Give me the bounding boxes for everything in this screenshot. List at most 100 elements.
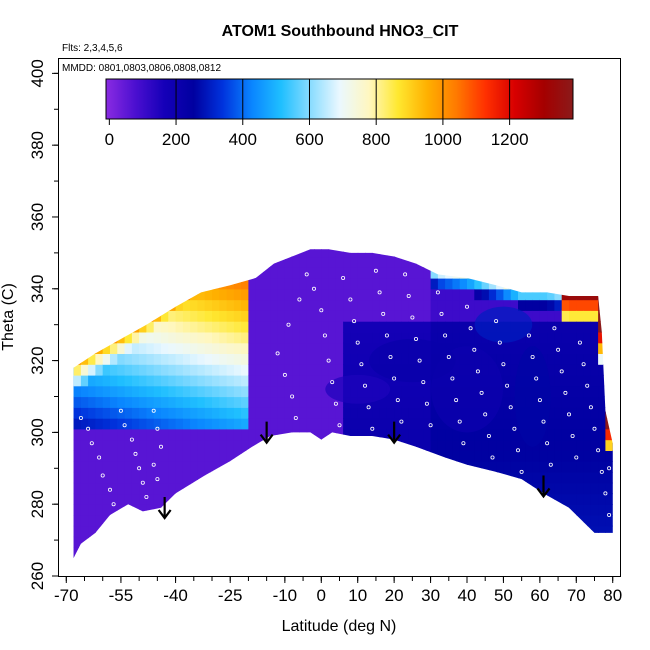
- x-tick-label: -25: [218, 586, 243, 605]
- field-cell: [423, 288, 432, 301]
- field-cell: [110, 558, 118, 559]
- field-cell: [452, 493, 461, 505]
- field-cell: [503, 547, 512, 559]
- field-cell: [598, 428, 606, 441]
- field-cell: [474, 493, 483, 505]
- field-cell: [175, 461, 184, 473]
- field-cell: [80, 278, 89, 290]
- field-cell: [102, 299, 111, 311]
- field-cell: [401, 439, 410, 451]
- field-cell: [117, 493, 126, 505]
- field-cell: [372, 342, 381, 354]
- field-cell: [131, 428, 140, 441]
- field-cell: [73, 310, 75, 322]
- sample-point: [399, 419, 404, 424]
- field-cell: [379, 504, 388, 516]
- field-cell: [408, 461, 417, 473]
- field-cell: [343, 471, 351, 484]
- field-cell: [576, 256, 585, 268]
- x-tick-label: 0: [317, 586, 326, 605]
- field-cell: [321, 547, 330, 559]
- field-cell: [386, 374, 395, 387]
- field-cell: [197, 428, 206, 441]
- field-cell: [532, 493, 541, 505]
- field-cell: [204, 493, 213, 505]
- field-cell: [263, 353, 271, 365]
- sample-point: [592, 426, 597, 431]
- field-cell: [459, 331, 468, 344]
- field-cell: [248, 536, 257, 548]
- field-cell: [197, 310, 206, 322]
- field-cell: [423, 439, 432, 451]
- field-cell: [510, 342, 519, 354]
- field-cell: [175, 385, 184, 398]
- field-cell: [117, 558, 126, 559]
- field-cell: [321, 504, 330, 516]
- field-cell: [95, 471, 104, 484]
- field-cell: [73, 342, 75, 354]
- field-cell: [88, 331, 96, 344]
- field-cell: [365, 558, 373, 559]
- field-cell: [474, 439, 483, 451]
- field-cell: [146, 331, 155, 344]
- field-cell: [357, 364, 366, 376]
- field-cell: [117, 482, 126, 495]
- field-cell: [525, 256, 534, 268]
- field-cell: [408, 288, 417, 301]
- field-cell: [182, 504, 191, 516]
- field-cell: [95, 256, 104, 268]
- field-cell: [161, 536, 169, 548]
- field-cell: [416, 461, 424, 473]
- field-cell: [605, 256, 613, 268]
- field-cell: [153, 331, 162, 344]
- field-cell: [270, 267, 279, 279]
- field-cell: [401, 547, 410, 559]
- field-cell: [350, 482, 359, 495]
- field-cell: [343, 321, 351, 333]
- field-cell: [328, 525, 337, 538]
- field-cell: [139, 493, 147, 505]
- field-cell: [532, 525, 541, 538]
- field-cell: [547, 504, 555, 516]
- field-cell: [212, 310, 220, 322]
- field-cell: [335, 450, 344, 462]
- field-cell: [306, 515, 315, 527]
- colorbar-tick-label: 600: [295, 130, 323, 149]
- sample-point: [290, 394, 295, 399]
- field-cell: [569, 353, 577, 365]
- field-cell: [212, 396, 220, 408]
- field-cell: [445, 482, 453, 495]
- field-cell: [525, 515, 534, 527]
- field-cell: [482, 235, 490, 246]
- field-cell: [146, 278, 155, 290]
- dates-label: MMDD: 0801,0803,0806,0808,0812: [62, 63, 221, 74]
- field-cell: [474, 331, 483, 344]
- field-cell: [343, 428, 351, 441]
- field-cell: [612, 374, 613, 387]
- field-cell: [314, 256, 322, 268]
- field-cell: [569, 310, 577, 322]
- field-cell: [561, 310, 570, 322]
- field-cell: [146, 374, 155, 387]
- field-cell: [73, 525, 82, 538]
- field-cell: [561, 558, 570, 559]
- field-cell: [576, 471, 585, 484]
- field-cell: [357, 342, 366, 354]
- field-cell: [423, 278, 432, 290]
- sample-point: [530, 354, 535, 359]
- field-cell: [263, 547, 271, 559]
- field-cell: [561, 471, 570, 484]
- field-cell: [212, 547, 220, 559]
- field-cell: [488, 493, 497, 505]
- field-cell: [110, 525, 118, 538]
- field-cell: [226, 471, 235, 484]
- field-cell: [73, 558, 75, 559]
- field-cell: [525, 331, 534, 344]
- field-cell: [416, 288, 424, 301]
- field-cell: [335, 299, 344, 311]
- field-cell: [212, 288, 220, 301]
- field-cell: [255, 364, 264, 376]
- field-cell: [496, 278, 504, 290]
- field-cell: [539, 536, 548, 548]
- field-cell: [401, 450, 410, 462]
